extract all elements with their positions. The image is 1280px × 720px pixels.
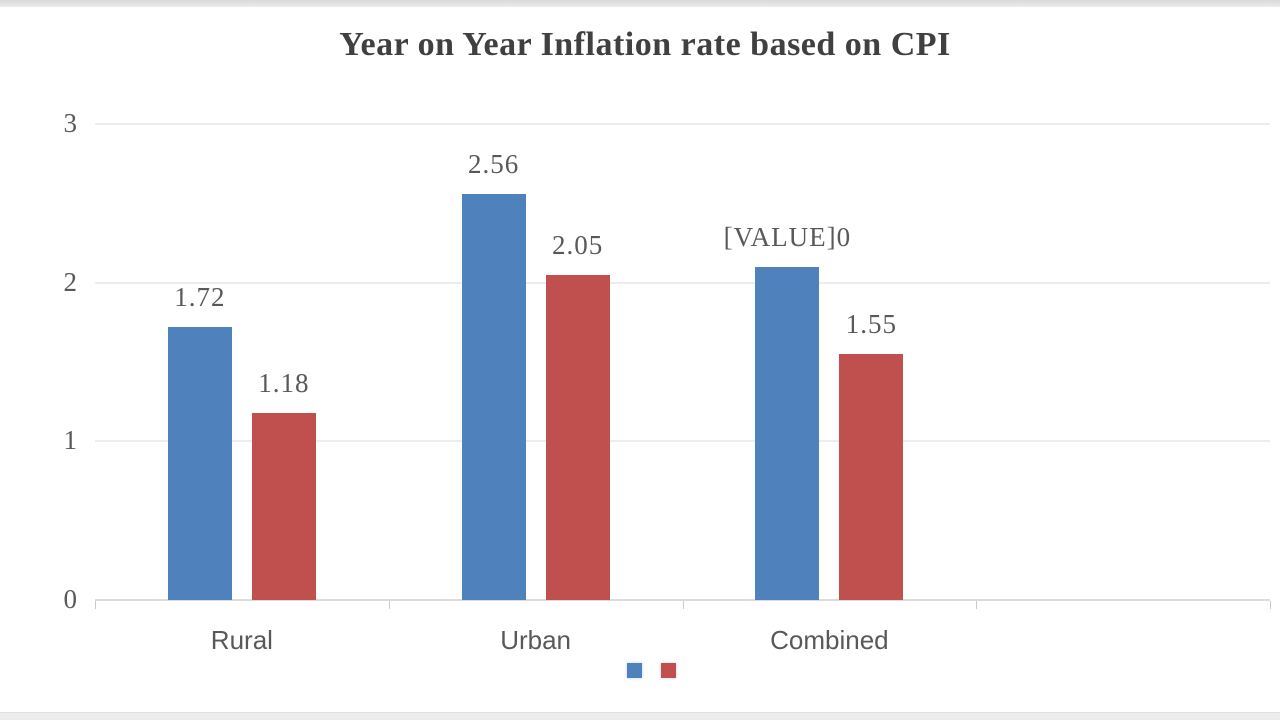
x-axis-tick bbox=[976, 601, 978, 609]
x-axis-tick bbox=[95, 601, 96, 609]
gridline bbox=[95, 281, 1270, 284]
bar-series-blue-urban bbox=[461, 194, 526, 600]
legend-swatch-blue bbox=[627, 663, 642, 678]
bar-series-blue-combined bbox=[755, 267, 820, 600]
bar-data-label: 1.72 bbox=[174, 282, 226, 312]
bar-data-label: 2.56 bbox=[468, 149, 520, 179]
bar-series-red-urban bbox=[545, 275, 610, 600]
y-axis-tick-label: 1 bbox=[63, 425, 78, 456]
x-axis-category-label: Combined bbox=[770, 625, 889, 655]
x-axis-category-label: Rural bbox=[210, 625, 273, 655]
bar-data-label: 2.05 bbox=[552, 230, 604, 260]
gridline bbox=[95, 440, 1270, 443]
x-axis-line bbox=[95, 599, 1270, 601]
y-axis-tick-label: 3 bbox=[63, 108, 78, 138]
legend-swatch-red bbox=[661, 663, 676, 678]
chart-title: Year on Year Inflation rate based on CPI bbox=[339, 26, 951, 63]
x-axis-category-label: Urban bbox=[500, 625, 572, 655]
gridline bbox=[95, 123, 1270, 125]
x-axis-tick bbox=[682, 601, 684, 609]
y-axis-tick-label: 2 bbox=[63, 266, 78, 297]
bar-data-label: [VALUE]0 bbox=[723, 222, 852, 252]
bar-series-red-combined bbox=[839, 354, 904, 600]
bar-data-label: 1.55 bbox=[845, 309, 897, 339]
y-axis-tick-label: 0 bbox=[63, 584, 78, 614]
top-edge-band bbox=[0, 0, 1280, 7]
bar-data-label: 1.18 bbox=[258, 368, 310, 398]
x-axis-tick bbox=[1270, 601, 1271, 609]
bar-series-red-rural bbox=[251, 413, 316, 600]
bottom-edge-band bbox=[0, 712, 1280, 720]
bar-series-blue-rural bbox=[167, 327, 232, 600]
x-axis-tick bbox=[388, 601, 390, 609]
